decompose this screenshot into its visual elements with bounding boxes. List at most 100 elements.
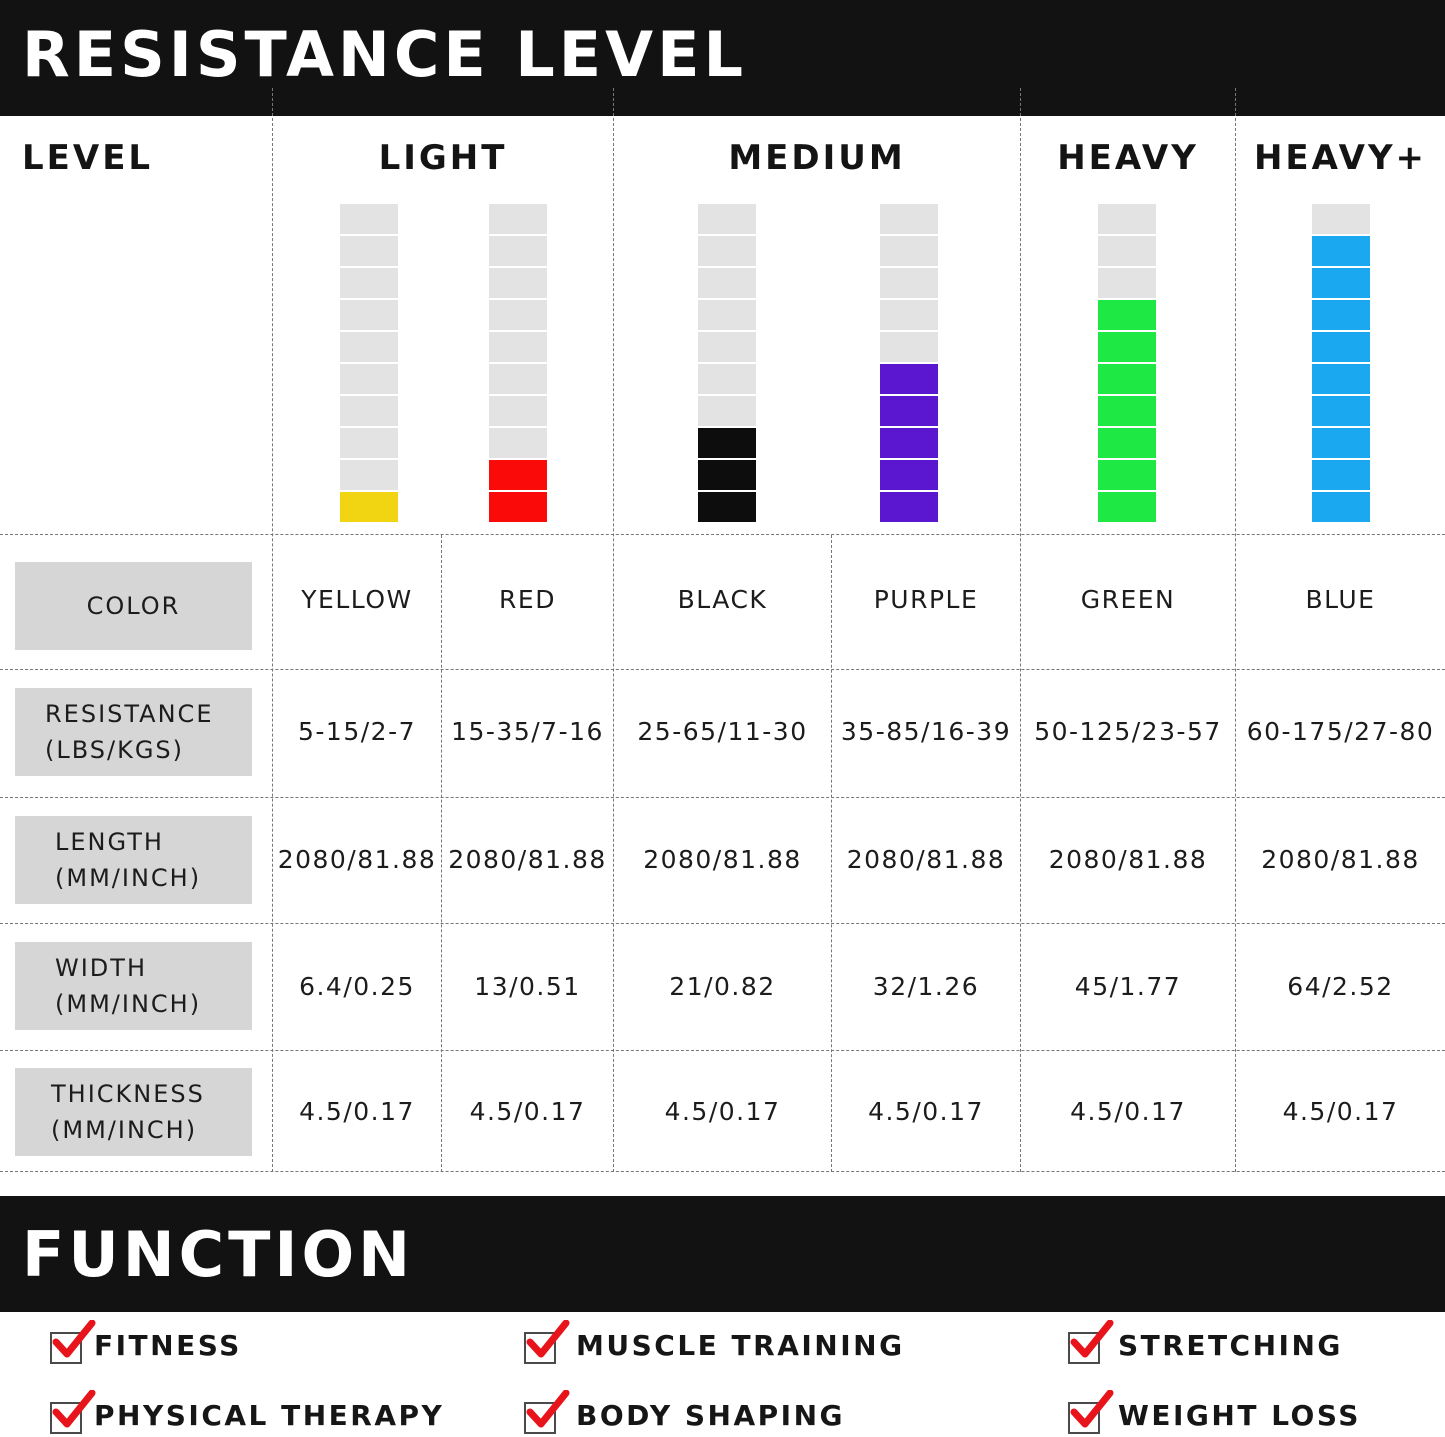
bar-segment-empty: [698, 396, 756, 426]
length-cell-red: 2080/81.88: [448, 845, 607, 874]
bar-segment-filled: [698, 428, 756, 458]
bar-segment-filled: [1098, 300, 1156, 330]
function-label: BODY SHAPING: [576, 1399, 845, 1432]
level-bar-blue: [1312, 204, 1370, 522]
bar-segment-empty: [340, 428, 398, 458]
red-checkmark-icon: [1070, 1320, 1114, 1358]
color-cell-green: GREEN: [1080, 585, 1176, 614]
bar-segment-empty: [489, 364, 547, 394]
bar-segment-empty: [340, 460, 398, 490]
function-item-stretching: STRETCHING: [1068, 1320, 1408, 1366]
grid-line: [0, 669, 1445, 670]
color-cell-yellow: YELLOW: [301, 585, 413, 614]
row-label-resistance: RESISTANCE (LBS/KGS): [15, 688, 252, 776]
bar-segment-empty: [698, 204, 756, 234]
bar-segment-empty: [489, 300, 547, 330]
grid-line: [1235, 88, 1236, 1172]
bar-segment-filled: [698, 460, 756, 490]
group-title-medium: MEDIUM: [728, 138, 906, 178]
width-cell-black: 21/0.82: [669, 972, 776, 1001]
bar-segment-filled: [880, 396, 938, 426]
row-label-text: WIDTH: [55, 954, 147, 982]
bar-segment-filled: [1098, 396, 1156, 426]
bar-segment-empty: [489, 268, 547, 298]
resistance-cell-purple: 35-85/16-39: [840, 717, 1012, 746]
bar-segment-filled: [1312, 428, 1370, 458]
row-label-width: WIDTH (MM/INCH): [15, 942, 252, 1030]
bar-segment-empty: [340, 332, 398, 362]
grid-line: [0, 1171, 1445, 1172]
group-title-heavy: HEAVY: [1057, 138, 1199, 178]
row-label-unit: (MM/INCH): [51, 1116, 198, 1144]
thickness-cell-blue: 4.5/0.17: [1282, 1097, 1399, 1126]
length-cell-green: 2080/81.88: [1048, 845, 1208, 874]
function-title: FUNCTION: [22, 1218, 415, 1291]
grid-line: [0, 797, 1445, 798]
bar-segment-empty: [880, 236, 938, 266]
function-label: MUSCLE TRAINING: [576, 1329, 905, 1362]
bar-segment-filled: [1312, 236, 1370, 266]
level-bar-green: [1098, 204, 1156, 522]
level-bar-black: [698, 204, 756, 522]
bar-segment-empty: [340, 204, 398, 234]
bar-segment-empty: [489, 236, 547, 266]
thickness-cell-purple: 4.5/0.17: [868, 1097, 984, 1126]
bar-segment-empty: [340, 268, 398, 298]
grid-line: [441, 535, 442, 1172]
bar-segment-empty: [698, 236, 756, 266]
level-header: LEVEL: [22, 138, 154, 178]
row-label-text: THICKNESS: [51, 1080, 205, 1108]
function-label: WEIGHT LOSS: [1118, 1399, 1361, 1432]
resistance-level-banner: RESISTANCE LEVEL: [0, 0, 1445, 116]
bar-segment-empty: [880, 332, 938, 362]
row-label-text: COLOR: [86, 592, 181, 620]
function-label: PHYSICAL THERAPY: [94, 1399, 445, 1432]
bar-segment-empty: [489, 396, 547, 426]
row-label-text: LENGTH: [55, 828, 164, 856]
width-cell-blue: 64/2.52: [1287, 972, 1394, 1001]
bar-segment-empty: [880, 268, 938, 298]
grid-line: [831, 535, 832, 1172]
bar-segment-filled: [1312, 332, 1370, 362]
bar-segment-empty: [340, 396, 398, 426]
bar-segment-filled: [1312, 300, 1370, 330]
bar-segment-filled: [1098, 460, 1156, 490]
red-checkmark-icon: [52, 1390, 96, 1428]
bar-segment-filled: [880, 492, 938, 522]
function-item-weight-loss: WEIGHT LOSS: [1068, 1390, 1408, 1436]
bar-segment-filled: [1312, 364, 1370, 394]
bar-segment-empty: [340, 364, 398, 394]
resistance-cell-green: 50-125/23-57: [1034, 717, 1222, 746]
resistance-cell-blue: 60-175/27-80: [1246, 717, 1435, 746]
bar-segment-filled: [489, 492, 547, 522]
bar-segment-filled: [1312, 492, 1370, 522]
length-cell-blue: 2080/81.88: [1261, 845, 1420, 874]
thickness-cell-yellow: 4.5/0.17: [299, 1097, 415, 1126]
function-label: FITNESS: [94, 1329, 242, 1362]
bar-segment-empty: [489, 332, 547, 362]
width-cell-red: 13/0.51: [474, 972, 581, 1001]
bar-segment-filled: [1098, 364, 1156, 394]
grid-line: [0, 534, 1445, 535]
thickness-cell-black: 4.5/0.17: [664, 1097, 781, 1126]
row-label-thickness: THICKNESS (MM/INCH): [15, 1068, 252, 1156]
grid-line: [1020, 88, 1021, 1172]
length-cell-purple: 2080/81.88: [846, 845, 1006, 874]
group-title-light: LIGHT: [378, 138, 508, 178]
grid-line: [0, 1050, 1445, 1051]
bar-segment-empty: [698, 364, 756, 394]
checkbox-icon: [50, 1402, 82, 1434]
thickness-cell-green: 4.5/0.17: [1070, 1097, 1186, 1126]
color-cell-black: BLACK: [677, 585, 768, 614]
bar-segment-filled: [880, 428, 938, 458]
width-cell-green: 45/1.77: [1074, 972, 1182, 1001]
grid-line: [272, 88, 273, 1172]
resistance-level-title: RESISTANCE LEVEL: [22, 18, 747, 91]
bar-segment-filled: [1312, 460, 1370, 490]
bar-segment-empty: [880, 204, 938, 234]
bar-segment-filled: [1098, 428, 1156, 458]
bar-segment-empty: [1098, 236, 1156, 266]
bar-segment-filled: [1312, 396, 1370, 426]
color-cell-red: RED: [499, 585, 556, 614]
bar-segment-empty: [1098, 204, 1156, 234]
